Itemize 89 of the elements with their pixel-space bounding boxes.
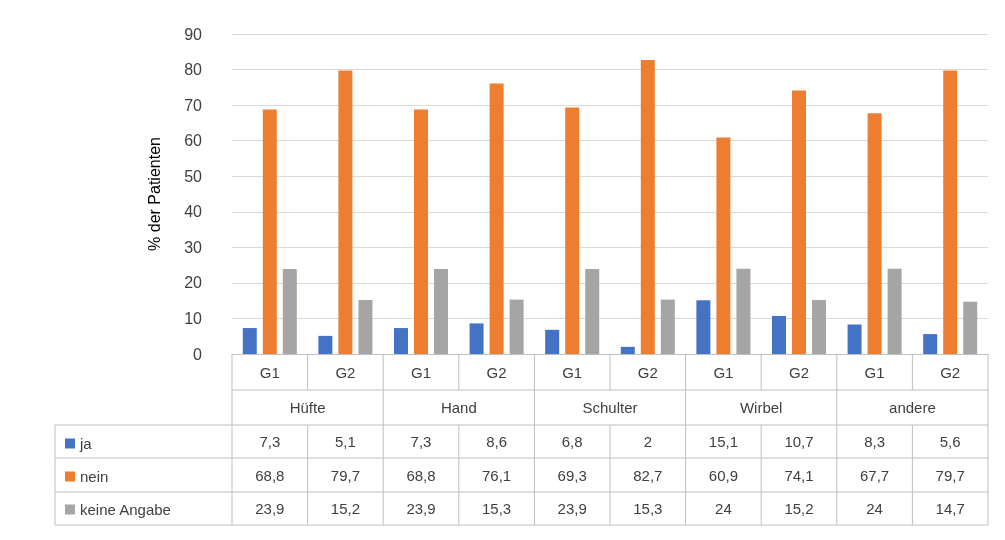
data-label: 2 <box>643 433 652 450</box>
bar <box>716 137 731 354</box>
bar <box>771 315 786 354</box>
x-tick-label: G1 <box>713 364 734 381</box>
bar <box>660 299 675 354</box>
data-label: 5,1 <box>334 433 356 450</box>
data-label: 6,8 <box>561 433 583 450</box>
x-tick-label: G1 <box>259 364 280 381</box>
data-label: 79,7 <box>935 466 965 484</box>
bar <box>393 328 408 354</box>
bar <box>469 323 484 354</box>
data-label: 23,9 <box>406 500 436 517</box>
data-label: 23,9 <box>557 500 587 517</box>
x-tick-label: G1 <box>864 364 885 381</box>
data-label: 68,8 <box>406 466 436 484</box>
data-label: 8,6 <box>486 433 508 450</box>
x-tick-label: G1 <box>562 364 583 381</box>
data-label: 79,7 <box>330 466 360 484</box>
y-tick-label: 20 <box>184 274 203 292</box>
data-label: 67,7 <box>860 466 890 484</box>
y-tick-label: 50 <box>184 167 203 185</box>
legend-label: nein <box>80 468 109 485</box>
bar <box>943 70 958 354</box>
bar <box>792 90 806 354</box>
bar <box>585 269 600 354</box>
bar <box>565 107 580 354</box>
bar <box>887 268 902 354</box>
text: Wirbel <box>739 399 783 416</box>
data-label: 15,1 <box>708 433 738 450</box>
data-label: 76,1 <box>482 466 512 484</box>
bar <box>242 328 257 354</box>
data-label: 7,3 <box>410 433 432 450</box>
text: Hüfte <box>289 399 326 416</box>
bar <box>812 299 827 354</box>
bar <box>847 324 862 354</box>
bar <box>545 329 560 354</box>
x-tick-label: G1 <box>410 364 432 381</box>
bar <box>489 83 504 354</box>
data-label: 69,3 <box>557 466 587 484</box>
data-label: 24 <box>715 500 732 517</box>
data-label: 15,2 <box>784 500 814 517</box>
bar <box>414 109 428 354</box>
data-label: 7,3 <box>259 433 281 450</box>
y-tick-label: 90 <box>184 25 203 43</box>
text: andere <box>889 399 936 416</box>
y-tick-label: 10 <box>184 309 203 327</box>
y-axis-title: % der Patienten <box>145 137 163 251</box>
data-label: 10,7 <box>784 433 814 450</box>
bar <box>318 335 333 354</box>
bar <box>620 346 635 354</box>
bar <box>434 269 449 354</box>
bar <box>736 268 751 354</box>
y-tick-label: 0 <box>193 345 203 363</box>
legend-label: keine Angabe <box>80 501 171 518</box>
bar <box>867 113 882 354</box>
bar <box>262 109 277 354</box>
x-tick-label: G2 <box>637 364 658 381</box>
x-tick-label: G2 <box>486 364 507 381</box>
data-label: 23,9 <box>255 500 285 517</box>
text: Schulter <box>582 399 638 416</box>
bar <box>358 299 373 354</box>
y-tick-label: 80 <box>184 61 203 79</box>
x-tick-label: G2 <box>335 364 356 381</box>
y-tick-label: 70 <box>184 96 203 114</box>
x-tick-label: G2 <box>788 364 810 381</box>
y-tick-label: 30 <box>184 238 203 256</box>
bar <box>338 70 353 354</box>
data-label: 82,7 <box>633 466 663 484</box>
y-tick-label: 40 <box>184 203 203 221</box>
data-label: 15,2 <box>330 500 360 517</box>
bar <box>640 59 655 354</box>
data-label: 68,8 <box>255 466 285 484</box>
data-label: 5,6 <box>939 433 961 450</box>
y-tick-label: 60 <box>184 132 203 150</box>
bar <box>509 299 524 354</box>
bar <box>282 269 297 354</box>
data-label: 14,7 <box>935 500 965 517</box>
data-label: 15,3 <box>482 500 512 517</box>
x-tick-label: G2 <box>940 364 961 381</box>
bar <box>963 301 978 354</box>
text: Hand <box>440 399 477 416</box>
data-label: 8,3 <box>864 433 886 450</box>
data-label: 60,9 <box>708 466 738 484</box>
bar <box>696 300 711 354</box>
data-label: 74,1 <box>784 466 814 484</box>
legend-label: ja <box>79 435 93 452</box>
data-label: 24 <box>866 500 883 517</box>
data-label: 15,3 <box>633 500 663 517</box>
bar <box>923 334 938 354</box>
